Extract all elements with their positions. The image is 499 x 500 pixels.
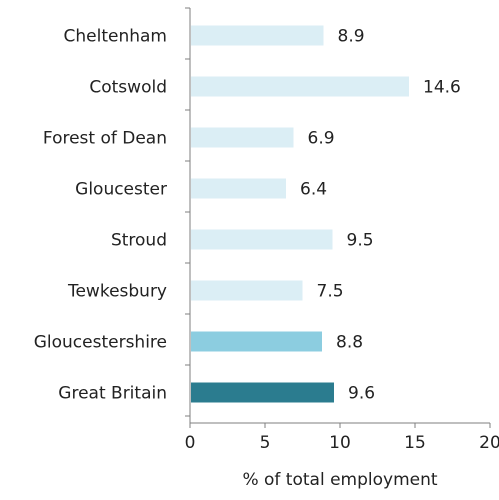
axis-layer: [185, 7, 491, 428]
x-tick-label: 5: [260, 433, 271, 453]
x-tick-label: 0: [185, 433, 196, 453]
bar: [191, 25, 324, 46]
data-label: 6.9: [308, 129, 335, 149]
data-label: 9.5: [347, 231, 374, 251]
data-label: 14.6: [423, 78, 461, 98]
category-label: Cotswold: [89, 78, 167, 98]
data-label: 8.9: [338, 27, 365, 47]
x-axis-title: % of total employment: [242, 470, 437, 490]
x-tick-label: 15: [404, 433, 426, 453]
category-label: Gloucestershire: [34, 333, 167, 353]
bar: [191, 178, 286, 199]
category-label: Stroud: [111, 231, 167, 251]
category-label: Tewkesbury: [67, 282, 167, 302]
bar-layer: [191, 25, 409, 403]
bar: [191, 229, 333, 250]
data-label: 6.4: [300, 180, 327, 200]
x-tick-label: 10: [329, 433, 351, 453]
bar: [191, 76, 409, 97]
category-label: Gloucester: [75, 180, 167, 200]
bar: [191, 280, 303, 301]
bar: [191, 127, 294, 148]
x-tick-label: 20: [479, 433, 499, 453]
bar: [191, 382, 334, 403]
data-label: 9.6: [348, 384, 375, 404]
data-label: 8.8: [336, 333, 363, 353]
category-label: Cheltenham: [64, 27, 167, 47]
label-layer: 0 5 10 15 20 Cheltenham 8.9 Cotswold 14.6 Forest …: [34, 27, 499, 454]
category-label: Great Britain: [58, 384, 167, 404]
data-label: 7.5: [317, 282, 344, 302]
bar: [191, 331, 322, 352]
category-label: Forest of Dean: [43, 129, 167, 149]
